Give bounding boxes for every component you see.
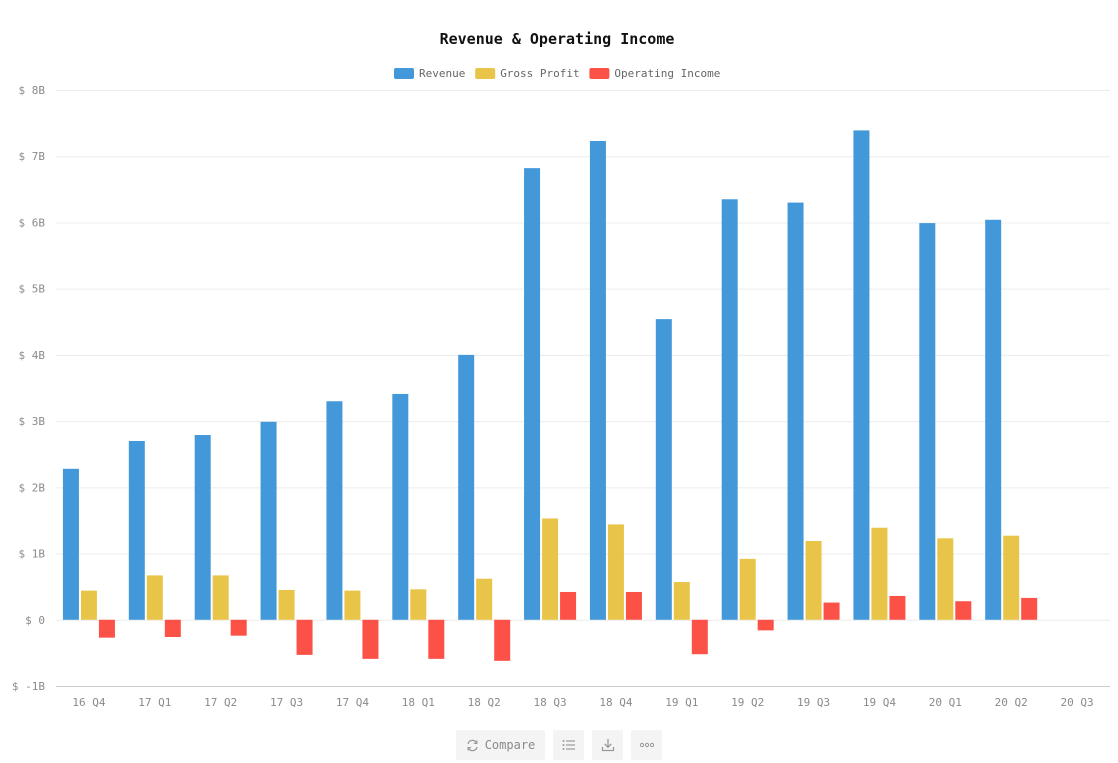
chart-toolbar: Compare — [456, 730, 662, 760]
bar-operating-income[interactable] — [164, 619, 181, 637]
bar-gross-profit[interactable] — [1003, 535, 1020, 620]
bar-operating-income[interactable] — [625, 591, 642, 620]
bar-gross-profit[interactable] — [739, 558, 756, 620]
legend: Revenue Gross Profit Operating Income — [394, 67, 720, 80]
bar-gross-profit[interactable] — [937, 538, 954, 620]
bar-operating-income[interactable] — [98, 619, 115, 638]
x-tick-label: 17 Q2 — [204, 696, 237, 709]
x-tick-label: 17 Q4 — [336, 696, 369, 709]
bar-operating-income[interactable] — [823, 602, 840, 620]
bar-revenue[interactable] — [985, 219, 1002, 620]
legend-swatch — [475, 68, 496, 79]
bar-revenue[interactable] — [787, 202, 804, 620]
bar-operating-income[interactable] — [296, 619, 313, 655]
bar-gross-profit[interactable] — [344, 590, 361, 620]
x-tick-label: 18 Q4 — [599, 696, 632, 709]
bar-revenue[interactable] — [392, 393, 409, 620]
bar-revenue[interactable] — [589, 140, 606, 620]
bar-gross-profit[interactable] — [278, 589, 295, 620]
y-tick-label: $ 0 — [25, 614, 45, 627]
y-tick-label: $ 4B — [19, 349, 46, 362]
bar-operating-income[interactable] — [560, 591, 577, 620]
y-tick-label: $ 8B — [19, 84, 46, 97]
bar-revenue[interactable] — [62, 468, 79, 620]
y-tick-label: $ 6B — [19, 216, 46, 229]
download-button[interactable] — [592, 730, 623, 760]
bar-revenue[interactable] — [128, 440, 145, 620]
bar-revenue[interactable] — [853, 130, 870, 620]
chart-title: Revenue & Operating Income — [440, 30, 675, 48]
x-tick-label: 18 Q2 — [468, 696, 501, 709]
y-tick-label: $ 7B — [19, 150, 46, 163]
bar-gross-profit[interactable] — [542, 518, 559, 620]
bar-operating-income[interactable] — [691, 619, 708, 655]
bar-operating-income[interactable] — [494, 619, 511, 661]
bar-gross-profit[interactable] — [212, 575, 229, 620]
bar-gross-profit[interactable] — [146, 575, 163, 620]
x-tick-label: 19 Q3 — [797, 696, 830, 709]
y-axis: $ 8B $ 7B $ 6B $ 5B $ 4B $ 3B $ 2B $ 1B $ 0 $ -1B — [12, 84, 45, 693]
bar-operating-income[interactable] — [955, 601, 972, 620]
y-tick-label: $ -1B — [12, 680, 45, 693]
bar-operating-income[interactable] — [362, 619, 379, 659]
bar-operating-income[interactable] — [757, 619, 774, 631]
bar-revenue[interactable] — [524, 168, 541, 620]
x-axis: 16 Q4 17 Q1 17 Q2 17 Q3 17 Q4 18 Q1 18 Q2 18 Q3… — [72, 696, 1093, 709]
bar-revenue[interactable] — [919, 223, 936, 620]
x-tick-label: 19 Q2 — [731, 696, 764, 709]
list-button[interactable] — [553, 730, 584, 760]
bars — [62, 130, 1038, 661]
x-tick-label: 19 Q4 — [863, 696, 896, 709]
bar-operating-income[interactable] — [230, 619, 247, 636]
bar-gross-profit[interactable] — [80, 590, 97, 620]
x-tick-label: 18 Q1 — [402, 696, 435, 709]
grid-lines — [56, 90, 1110, 687]
download-icon — [601, 738, 615, 752]
bar-gross-profit[interactable] — [805, 540, 822, 620]
x-tick-label: 20 Q1 — [929, 696, 962, 709]
more-icon — [639, 742, 654, 748]
y-tick-label: $ 5B — [19, 283, 46, 296]
x-tick-label: 17 Q1 — [138, 696, 171, 709]
bar-gross-profit[interactable] — [871, 527, 888, 620]
legend-label[interactable]: Gross Profit — [500, 67, 579, 80]
list-icon — [562, 739, 576, 751]
bar-operating-income[interactable] — [889, 595, 906, 620]
bar-gross-profit[interactable] — [607, 524, 624, 620]
bar-gross-profit[interactable] — [476, 578, 493, 620]
x-tick-label: 20 Q3 — [1061, 696, 1094, 709]
bar-gross-profit[interactable] — [673, 582, 690, 620]
legend-swatch — [394, 68, 414, 79]
legend-swatch — [589, 68, 610, 79]
x-tick-label: 17 Q3 — [270, 696, 303, 709]
bar-revenue[interactable] — [194, 435, 211, 620]
bar-revenue[interactable] — [721, 199, 738, 620]
bar-operating-income[interactable] — [428, 619, 445, 659]
y-tick-label: $ 2B — [19, 481, 46, 494]
bar-revenue[interactable] — [260, 421, 277, 620]
y-tick-label: $ 1B — [19, 548, 46, 561]
x-tick-label: 20 Q2 — [995, 696, 1028, 709]
x-tick-label: 16 Q4 — [72, 696, 105, 709]
swap-icon — [466, 739, 479, 752]
x-tick-label: 18 Q3 — [534, 696, 567, 709]
x-tick-label: 19 Q1 — [665, 696, 698, 709]
compare-label: Compare — [484, 738, 536, 752]
legend-label[interactable]: Revenue — [419, 67, 465, 80]
bar-gross-profit[interactable] — [410, 589, 427, 620]
bar-operating-income[interactable] — [1021, 597, 1038, 620]
legend-label[interactable]: Operating Income — [614, 67, 720, 80]
bar-revenue[interactable] — [326, 401, 343, 620]
more-button[interactable] — [631, 730, 662, 760]
bar-revenue[interactable] — [655, 319, 672, 620]
bar-revenue[interactable] — [458, 354, 475, 620]
compare-button[interactable]: Compare — [456, 730, 545, 760]
y-tick-label: $ 3B — [19, 415, 46, 428]
